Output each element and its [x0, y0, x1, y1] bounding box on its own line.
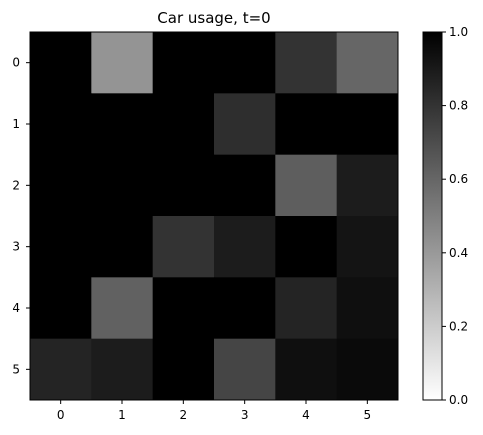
heatmap-cell: [152, 93, 215, 156]
heatmap-cell: [152, 277, 215, 340]
heatmap-cell: [214, 277, 276, 340]
heatmap-cell: [30, 216, 92, 278]
heatmap-cell: [275, 93, 338, 156]
x-tick-label: 2: [180, 408, 188, 422]
colorbar-tick-label: 0.0: [449, 393, 468, 407]
heatmap-cell: [91, 216, 154, 278]
heatmap-cell: [275, 32, 338, 94]
heatmap-cell: [336, 93, 399, 156]
y-tick-label: 0: [12, 56, 20, 70]
heatmap-cell: [152, 338, 215, 401]
heatmap-cell: [91, 32, 154, 94]
heatmap-cell: [30, 154, 92, 217]
heatmap-cell: [91, 154, 154, 217]
heatmap-cell: [336, 154, 399, 217]
heatmap-cell: [275, 216, 338, 278]
heatmap-cells: [30, 32, 399, 401]
heatmap-cell: [30, 93, 92, 156]
x-tick-label: 0: [57, 408, 65, 422]
heatmap-cell: [336, 216, 399, 278]
heatmap-cell: [91, 93, 154, 156]
colorbar-tick-label: 0.2: [449, 319, 468, 333]
heatmap-cell: [214, 93, 276, 156]
heatmap-cell: [214, 338, 276, 401]
heatmap-cell: [214, 154, 276, 217]
heatmap-cell: [336, 32, 399, 94]
y-axis: 0 1 2 3 4 5: [12, 56, 30, 376]
colorbar-tick-label: 0.6: [449, 172, 468, 186]
heatmap-cell: [336, 338, 399, 401]
y-tick-label: 5: [12, 362, 20, 376]
y-tick-label: 2: [12, 178, 20, 192]
colorbar-frame: [422, 31, 443, 401]
heatmap-cell: [152, 32, 215, 94]
heatmap-cell: [152, 154, 215, 217]
x-axis: 0 1 2 3 4 5: [57, 400, 371, 422]
chart-title: Car usage, t=0: [157, 9, 270, 27]
heatmap-cell: [275, 277, 338, 340]
heatmap-cell: [275, 154, 338, 217]
heatmap-cell: [91, 277, 154, 340]
heatmap-cell: [275, 338, 338, 401]
x-tick-label: 4: [302, 408, 310, 422]
plot-frame: [29, 31, 399, 401]
heatmap-cell: [30, 277, 92, 340]
y-tick-label: 3: [12, 240, 20, 254]
colorbar-axis: 0.0 0.2 0.4 0.6 0.8 1.0: [442, 25, 468, 407]
heatmap-cell: [152, 216, 215, 278]
y-tick-label: 1: [12, 117, 20, 131]
y-tick-label: 4: [12, 301, 20, 315]
heatmap-cell: [91, 338, 154, 401]
colorbar-tick-label: 0.4: [449, 246, 468, 260]
x-tick-label: 1: [118, 408, 126, 422]
heatmap-cell: [214, 216, 276, 278]
heatmap-cell: [30, 338, 92, 401]
heatmap-cell: [214, 32, 276, 94]
heatmap-cell: [30, 32, 92, 94]
x-tick-label: 3: [241, 408, 249, 422]
colorbar-tick-label: 0.8: [449, 99, 468, 113]
colorbar-tick-label: 1.0: [449, 25, 468, 39]
heatmap-cell: [336, 277, 399, 340]
colorbar: [423, 32, 442, 400]
x-tick-label: 5: [364, 408, 372, 422]
